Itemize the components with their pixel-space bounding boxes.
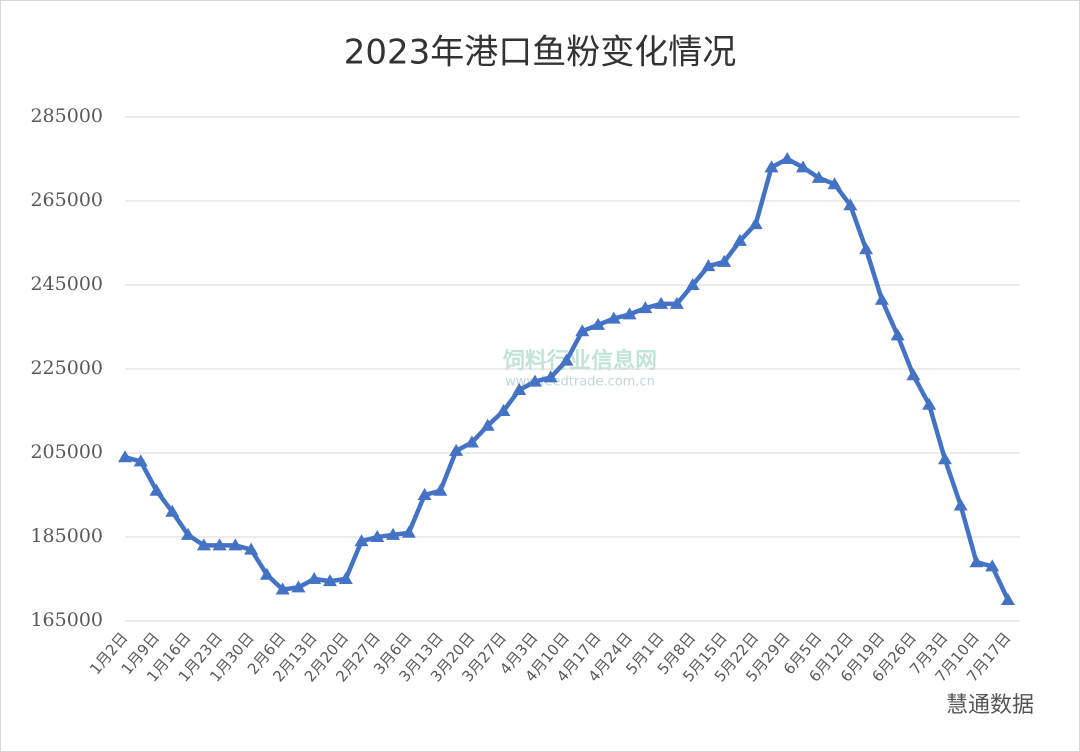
data-point [922, 397, 937, 410]
data-point [780, 152, 795, 164]
data-point [953, 498, 968, 511]
data-point [748, 217, 763, 230]
data-point [133, 454, 148, 467]
data-point [338, 572, 353, 584]
data-point [149, 483, 164, 496]
data-point [985, 559, 1000, 572]
data-point [196, 538, 211, 551]
chart-title: 2023年港口鱼粉变化情况 [344, 33, 737, 73]
data-point [937, 452, 952, 465]
data-point [464, 435, 479, 448]
y-tick-label: 185000 [30, 525, 103, 547]
data-point [575, 324, 590, 337]
data-point [796, 160, 811, 173]
data-point [291, 580, 306, 593]
data-point [906, 368, 921, 381]
data-point [259, 567, 274, 580]
data-point [843, 198, 858, 211]
y-tick-label: 205000 [30, 441, 103, 463]
data-point [118, 450, 132, 463]
y-tick-label: 225000 [30, 357, 103, 379]
data-point [165, 504, 180, 517]
data-point [874, 292, 889, 305]
data-point [181, 527, 196, 540]
logo-text: 慧通数据 [946, 693, 1034, 718]
data-point [701, 259, 716, 272]
data-point [449, 443, 464, 456]
data-point [717, 254, 732, 267]
data-point [370, 530, 385, 542]
data-point [354, 534, 369, 547]
data-point [827, 177, 842, 190]
data-point [859, 242, 874, 255]
data-point [1001, 593, 1015, 605]
data-point [401, 525, 416, 538]
data-point [685, 278, 700, 290]
data-point [228, 538, 243, 551]
data-point [654, 296, 669, 309]
data-point [527, 374, 542, 387]
data-point [669, 296, 684, 309]
data-point [969, 555, 984, 568]
data-point [212, 538, 227, 551]
data-point [275, 582, 290, 595]
data-point [496, 404, 511, 416]
data-point [433, 483, 448, 496]
y-tick-label: 245000 [30, 273, 103, 295]
data-point [890, 328, 905, 341]
data-point [307, 572, 322, 584]
data-point [764, 160, 779, 173]
data-point [591, 317, 606, 330]
data-point [543, 370, 558, 383]
data-point [386, 527, 401, 540]
data-point [811, 170, 826, 183]
data-point [512, 383, 527, 395]
data-point [244, 542, 259, 555]
data-point [322, 574, 337, 587]
data-point [622, 307, 637, 320]
data-point [606, 311, 621, 324]
data-point [480, 418, 495, 431]
data-point [732, 233, 747, 246]
watermark: 饲料行业信息网 [502, 348, 657, 374]
data-point [559, 353, 574, 366]
y-tick-label: 265000 [30, 189, 103, 211]
y-tick-label: 285000 [30, 105, 103, 127]
y-tick-label: 165000 [30, 609, 103, 631]
data-point [417, 488, 432, 500]
data-point [638, 301, 653, 314]
